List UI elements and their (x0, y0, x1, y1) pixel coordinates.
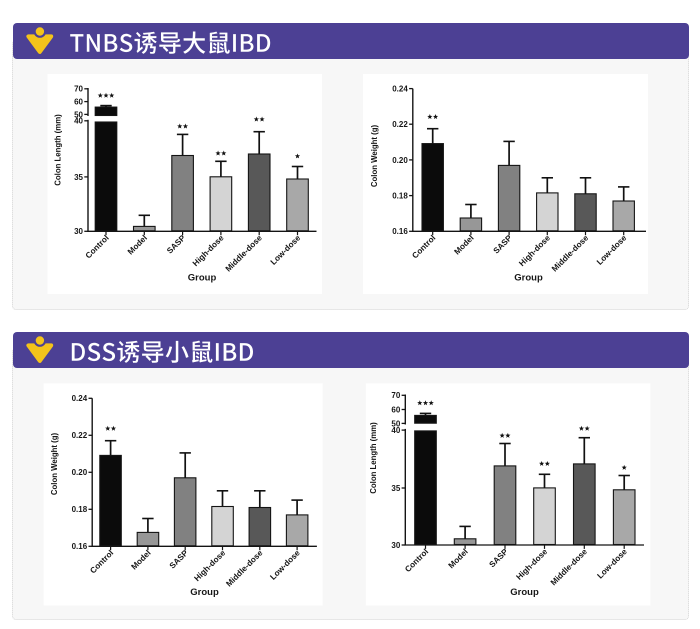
svg-text:Group: Group (188, 273, 217, 284)
svg-text:0.24: 0.24 (72, 394, 88, 403)
svg-text:0.18: 0.18 (392, 192, 408, 201)
svg-text:30: 30 (74, 227, 83, 236)
svg-text:70: 70 (391, 391, 400, 400)
svg-text:0.18: 0.18 (72, 505, 88, 514)
svg-text:0.16: 0.16 (392, 227, 408, 236)
svg-text:Colon Weight (g): Colon Weight (g) (370, 124, 379, 187)
svg-text:50: 50 (391, 419, 400, 428)
svg-text:60: 60 (391, 405, 400, 414)
svg-text:0.20: 0.20 (72, 468, 88, 477)
svg-text:0.24: 0.24 (392, 85, 408, 94)
svg-text:Group: Group (190, 587, 219, 598)
svg-text:Colon Weight (g): Colon Weight (g) (50, 432, 59, 495)
svg-text:Colon Length (mm): Colon Length (mm) (54, 114, 63, 186)
svg-text:0.16: 0.16 (72, 542, 88, 551)
svg-text:Colon Length (mm): Colon Length (mm) (369, 422, 378, 494)
svg-text:35: 35 (391, 484, 400, 493)
svg-text:0.22: 0.22 (392, 120, 408, 129)
svg-text:Group: Group (514, 273, 543, 284)
svg-text:40: 40 (74, 117, 83, 126)
svg-text:50: 50 (74, 110, 83, 119)
svg-text:60: 60 (74, 98, 83, 107)
svg-text:40: 40 (391, 426, 400, 435)
svg-text:0.20: 0.20 (392, 156, 408, 165)
svg-text:70: 70 (74, 85, 83, 94)
svg-text:30: 30 (391, 541, 400, 550)
svg-text:35: 35 (74, 173, 83, 182)
svg-text:0.22: 0.22 (72, 431, 88, 440)
svg-text:Group: Group (510, 587, 539, 598)
